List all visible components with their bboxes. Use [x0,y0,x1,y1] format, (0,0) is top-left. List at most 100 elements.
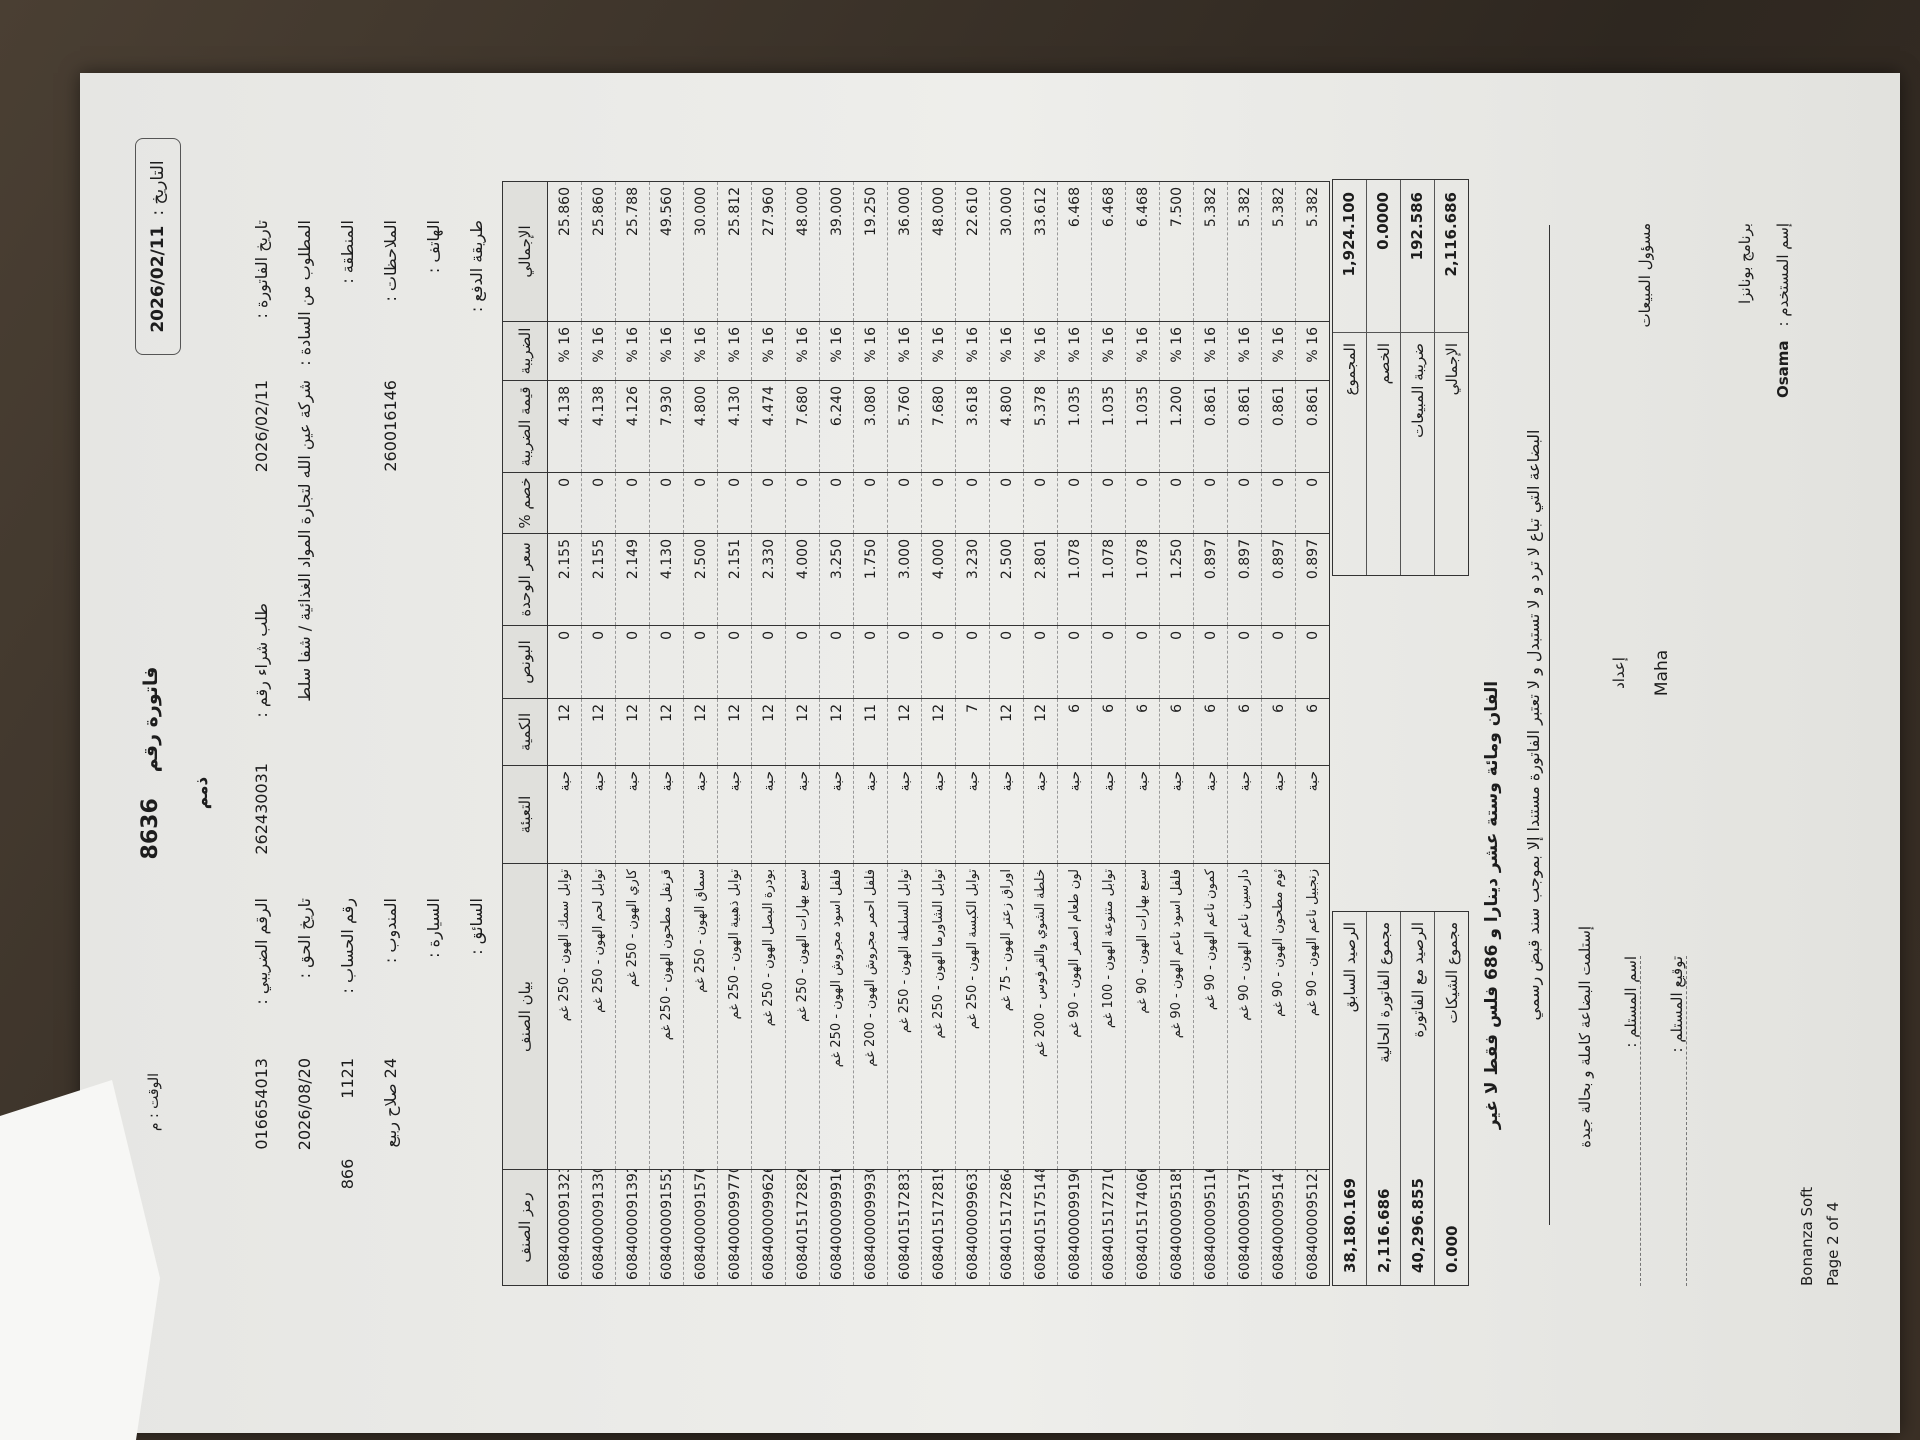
totals-row: المجموع 1,924.100 [1333,180,1367,575]
item-cell: 6084000095123 [1295,1169,1330,1286]
info-label: تاريخ الفاتورة : [252,220,271,319]
item-row: 6084015172819 توابل الشاورما الهون - 250 … [921,181,956,1286]
totals-value: 1,924.100 [1333,180,1366,333]
item-cell: كاري الهون - 250 غم [615,863,650,1170]
item-cell: 0 [1227,625,1262,699]
user-name: Osama [1774,340,1792,399]
info-column: الرقم الضريبي : 016654013 تاريخ الحق : 2026… [240,898,498,1318]
column-header: سعر الوحدة [502,533,548,626]
item-cell: 0 [1295,625,1330,699]
item-cell: 0 [887,472,922,534]
item-cell: حبة [683,765,718,864]
info-line: الرقم الضريبي : 016654013 [240,898,283,1318]
balance-row: 38,180.169 الرصيد السابق [1333,912,1367,1285]
item-cell: 0 [1261,625,1296,699]
item-row: 6084000095178 دارسين ناعم الهون - 90 غم حب… [1227,181,1262,1286]
column-header: خصم % [502,472,548,534]
item-cell: 1.750 [853,533,888,626]
info-label: المطلوب من السادة : [295,220,314,366]
item-cell: 0 [1091,625,1126,699]
item-cell: حبة [1193,765,1228,864]
item-cell: 7.930 [649,380,684,473]
balance-row: 40,296.855 الرصيد مع الفاتورة [1401,912,1435,1285]
item-cell: 12 [1023,698,1058,766]
item-cell: 6.468 [1091,181,1126,322]
item-cell: % 16 [1125,321,1160,381]
item-cell: 6084000099190 [1057,1169,1092,1286]
item-cell: 12 [717,698,752,766]
item-cell: 0 [1125,625,1160,699]
item-cell: 0 [989,472,1024,534]
info-label: الرقم الضريبي : [252,898,271,1005]
item-cell: % 16 [751,321,786,381]
item-cell: قرنفل مطحون الهون - 250 غم [649,863,684,1170]
item-cell: 0 [1159,625,1194,699]
info-line: المنطقة : [326,220,369,740]
item-cell: توابل الكبسة الهون - 250 غم [955,863,990,1170]
info-label: رقم الحساب : [338,898,357,994]
item-cell: 6.468 [1125,181,1160,322]
info-label: طريقة الدفع : [467,220,486,313]
totals-row: الخصم 0.0000 [1367,180,1401,575]
info-value: 24 صلاح ربيع [381,1058,400,1148]
info-value: 2026/02/11 [252,380,271,473]
item-row: 6084000091552 قرنفل مطحون الهون - 250 غم ح… [649,181,684,1286]
item-cell: 0 [615,472,650,534]
item-cell: 0 [853,625,888,699]
item-cell: 48.000 [785,181,820,322]
item-cell: خلطة الشوي والقرفوس - 200 غم [1023,863,1058,1170]
invoice-type: ذمم [192,776,212,810]
item-cell: 12 [921,698,956,766]
item-cell: 39.000 [819,181,854,322]
balance-box: 38,180.169 الرصيد السابق 2,116.686 مجموع ال… [1332,911,1469,1286]
item-cell: % 16 [1057,321,1092,381]
item-cell: % 16 [683,321,718,381]
item-cell: 0 [1057,625,1092,699]
prepared-by: Maha [1652,649,1672,697]
item-row: 6084000095123 زنجبيل ناعم الهون - 90 غم حب… [1295,181,1330,1286]
item-cell: 6084000099770 [717,1169,752,1286]
amount-in-words: الفان ومائة وستة عشر دينارا و 686 فلس فق… [1482,680,1502,1130]
item-cell: 0.897 [1295,533,1330,626]
column-header: البونص [502,625,548,699]
item-row: 6084000099190 لون طعام اصفر الهون - 90 غم… [1057,181,1092,1286]
item-cell: 6084015172826 [785,1169,820,1286]
item-cell: 2.155 [547,533,582,626]
item-cell: حبة [615,765,650,864]
item-row: 6084015172710 توابل متنوعة الهون - 100 غم… [1091,181,1126,1286]
item-cell: زنجبيل ناعم الهون - 90 غم [1295,863,1330,1170]
item-cell: 12 [887,698,922,766]
item-cell: 0 [955,472,990,534]
item-cell: 4.000 [921,533,956,626]
item-cell: فلفل احمر مجروش الهون - 200 غم [853,863,888,1170]
item-cell: 6 [1193,698,1228,766]
date-value: 2026/02/11 [148,225,168,333]
item-row: 6084000099770 توابل ذهبية الهون - 250 غم ح… [717,181,752,1286]
item-cell: 5.382 [1227,181,1262,322]
item-row: 6084000095185 فلفل اسود ناعم الهون - 90 غ… [1159,181,1194,1286]
item-cell: 6084015172833 [887,1169,922,1286]
info-label: طلب شراء رقم : [252,603,271,718]
item-cell: توابل الشاورما الهون - 250 غم [921,863,956,1170]
item-cell: % 16 [819,321,854,381]
item-cell: سبع بهارات الهون - 90 غم [1125,863,1160,1170]
column-header: قيمة الضريبة [502,380,548,473]
item-cell: 3.000 [887,533,922,626]
item-cell: 0 [887,625,922,699]
totals-label: المجموع [1340,343,1359,396]
item-cell: % 16 [649,321,684,381]
info-label: السائق : [467,898,486,955]
item-row: 6084000099633 توابل الكبسة الهون - 250 غم… [955,181,990,1286]
column-header: الضريبة [502,321,548,381]
item-cell: 3.618 [955,380,990,473]
item-row: 6084000095116 كمون ناعم الهون - 90 غم حبة 6… [1193,181,1228,1286]
item-cell: 1.200 [1159,380,1194,473]
item-cell: 5.760 [887,380,922,473]
item-cell: 4.474 [751,380,786,473]
info-line: طلب شراء رقم : 262430031 [240,603,283,863]
item-cell: 2.330 [751,533,786,626]
item-row: 6084015172826 سبع بهارات الهون - 250 غم حب… [785,181,820,1286]
item-cell: % 16 [1227,321,1262,381]
info-extra: 866 [338,1158,357,1190]
item-row: 6084015172833 توابل السلطة الهون - 250 غم… [887,181,922,1286]
